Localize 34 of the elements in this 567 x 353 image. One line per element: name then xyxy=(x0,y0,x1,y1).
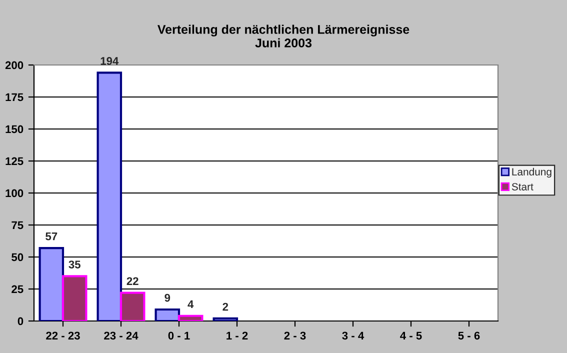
x-tick-label: 4 - 5 xyxy=(400,332,422,340)
data-label: 57 xyxy=(46,232,58,240)
bar xyxy=(178,314,204,321)
x-tick-label: 23 - 24 xyxy=(104,332,138,340)
data-label: 9 xyxy=(164,294,170,302)
y-tick-label: 150 xyxy=(6,125,24,134)
x-tick-label: 2 - 3 xyxy=(284,332,306,340)
y-tick-label: 25 xyxy=(12,285,24,294)
bar xyxy=(120,292,146,321)
data-label: 4 xyxy=(188,300,194,308)
bar xyxy=(96,72,122,321)
bar xyxy=(154,308,180,321)
data-label: 194 xyxy=(100,57,119,65)
x-tick-label: 1 - 2 xyxy=(226,332,248,340)
data-label: 2 xyxy=(222,302,228,311)
y-tick-label: 75 xyxy=(12,221,24,230)
y-tick-label: 0 xyxy=(18,317,24,326)
legend-label: Landung xyxy=(512,168,552,178)
bar xyxy=(212,317,238,321)
x-tick-label: 3 - 4 xyxy=(342,332,364,340)
chart-title: Verteilung der nächtlichen Lärmereignisse Juni 2003 xyxy=(158,24,410,48)
bar xyxy=(62,275,88,321)
y-tick-label: 175 xyxy=(6,93,24,102)
y-tick-label: 200 xyxy=(5,61,24,70)
x-tick-label: 22 - 23 xyxy=(46,332,80,340)
bar xyxy=(38,246,64,321)
y-tick-label: 50 xyxy=(12,253,24,262)
data-label: 35 xyxy=(68,260,80,268)
data-label: 22 xyxy=(126,277,138,285)
y-tick-label: 100 xyxy=(6,189,24,198)
x-tick-label: 0 - 1 xyxy=(168,332,190,340)
x-tick-label: 5 - 6 xyxy=(458,332,480,340)
legend-label: Start xyxy=(512,183,534,190)
y-tick-label: 125 xyxy=(6,157,24,166)
